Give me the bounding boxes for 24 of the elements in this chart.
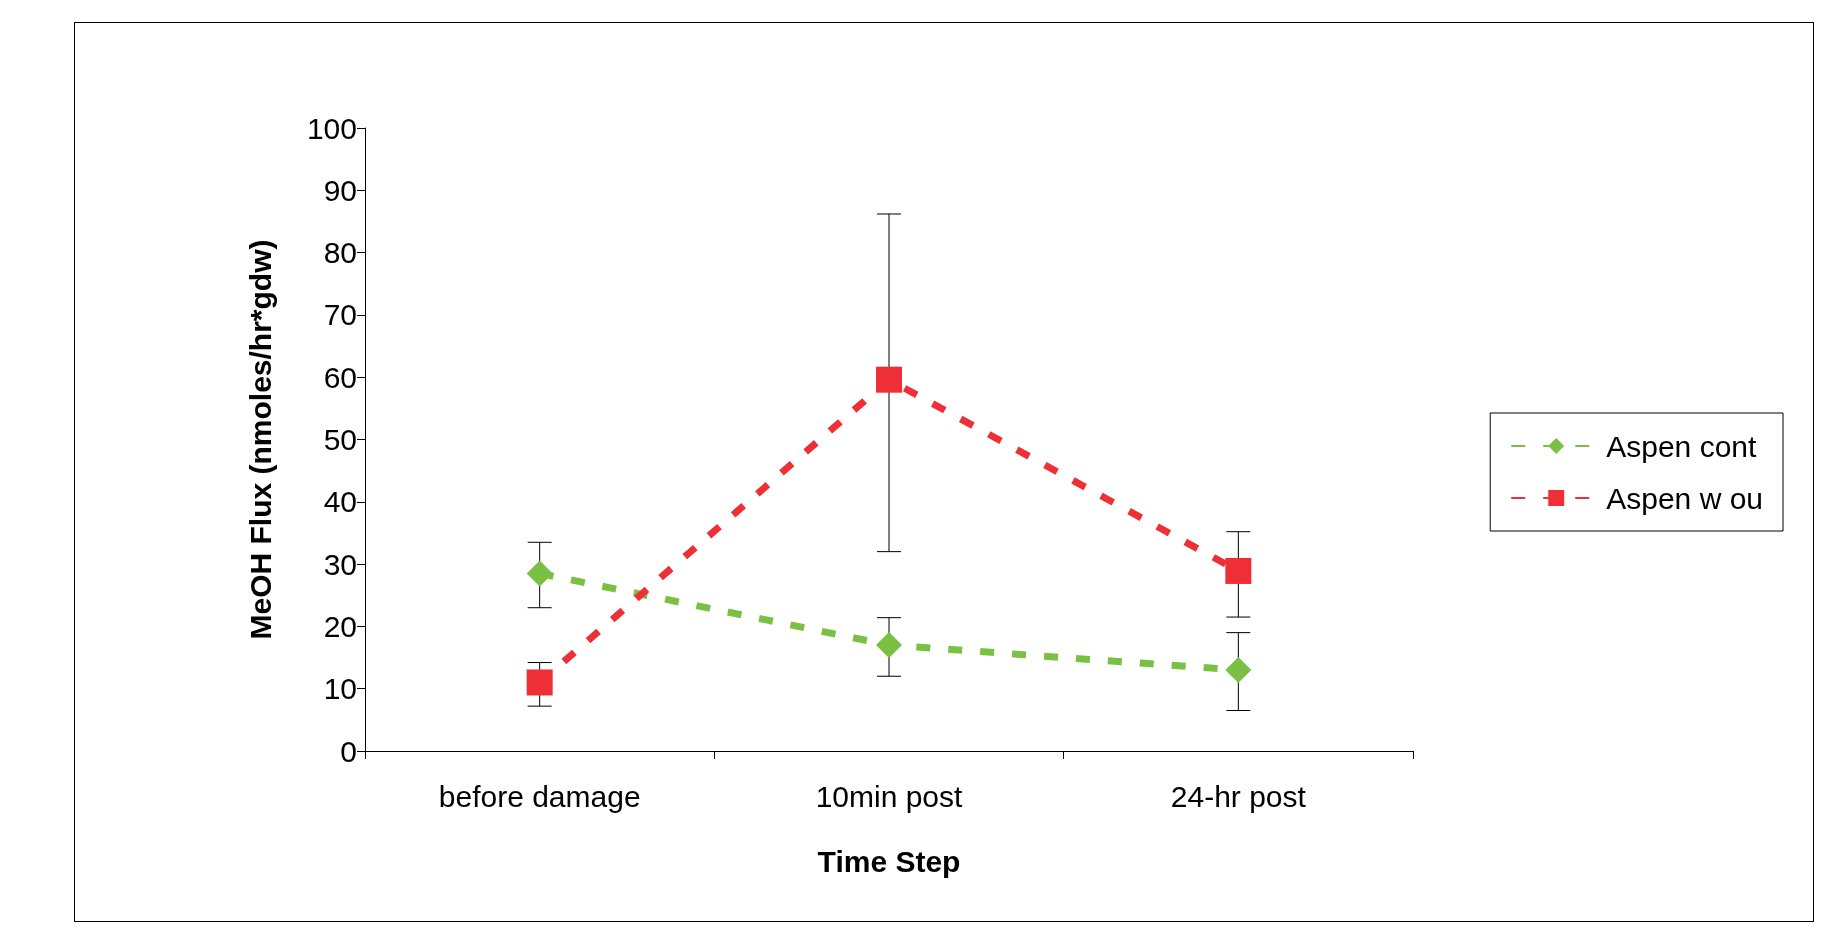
y-tick-label: 0 xyxy=(340,734,357,768)
y-tick-label: 70 xyxy=(323,298,357,332)
x-tick-label: before damage xyxy=(438,779,641,813)
y-tick-label: 90 xyxy=(323,173,357,207)
point xyxy=(526,560,553,587)
y-tick-label: 50 xyxy=(323,423,357,456)
x-tick-label: 24-hr post xyxy=(1170,779,1307,813)
x-tick-label: 10min post xyxy=(815,779,964,813)
point xyxy=(1225,657,1252,684)
y-axis-title: MeOH Flux (nmoles/hr*gdw) xyxy=(243,239,277,640)
point xyxy=(876,366,902,393)
x-axis-title: Time Step xyxy=(817,844,961,878)
y-tick-label: 60 xyxy=(323,360,357,394)
y-tick-label: 30 xyxy=(323,547,357,581)
point xyxy=(876,632,902,659)
y-tick-label: 80 xyxy=(323,236,357,270)
point xyxy=(526,669,553,696)
legend-label: Aspen w ou xyxy=(1606,481,1764,515)
y-tick-label: 40 xyxy=(323,485,357,519)
point xyxy=(1225,557,1252,584)
y-tick-label: 100 xyxy=(306,111,357,145)
legend-label: Aspen cont xyxy=(1606,429,1757,463)
y-tick-label: 10 xyxy=(323,672,357,706)
y-tick-label: 20 xyxy=(323,609,357,643)
